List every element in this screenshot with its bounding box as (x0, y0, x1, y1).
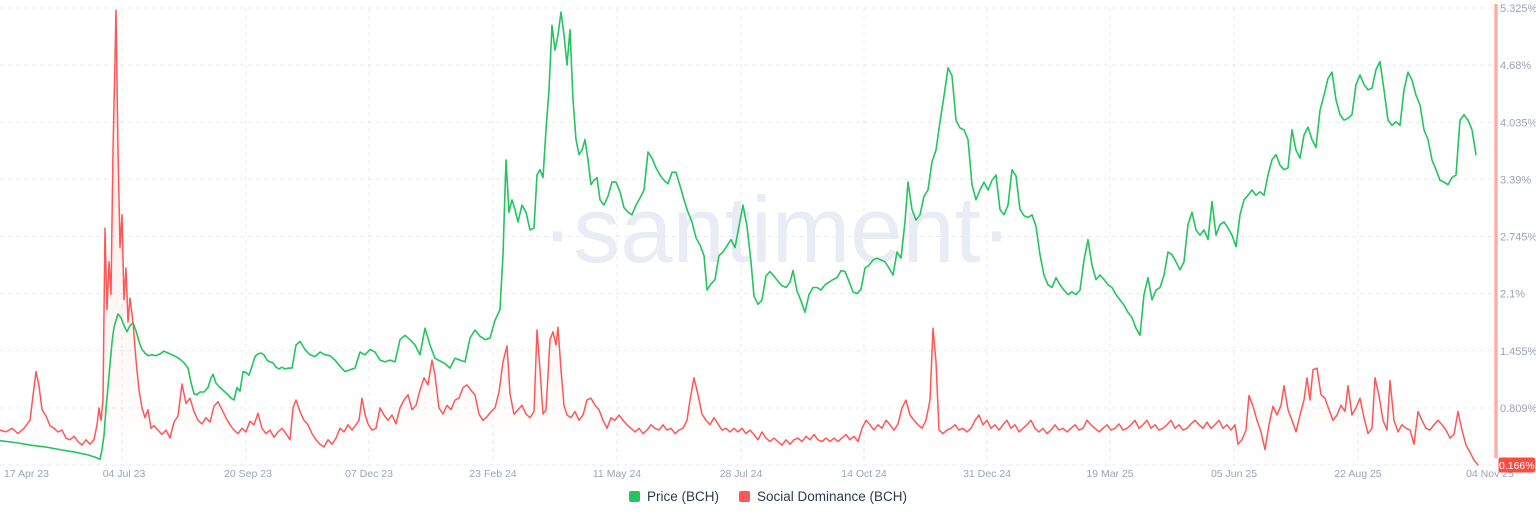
x-axis-label: 20 Sep 23 (224, 468, 272, 480)
latest-value-badge-text: 0.166% (1499, 460, 1535, 472)
x-axis-label: 31 Dec 24 (963, 468, 1011, 480)
y-axis-label: 2.1% (1500, 289, 1525, 301)
social-dominance-area (0, 10, 1478, 465)
social-dominance-line (0, 9, 1479, 466)
x-axis-label: 11 May 24 (593, 468, 641, 480)
x-axis-label: 19 Mar 25 (1086, 468, 1133, 480)
x-axis-label: 28 Jul 24 (720, 468, 763, 480)
x-axis-labels: 17 Apr 23 04 Jul 23 20 Sep 23 07 Dec 23 23 F… (4, 468, 1514, 480)
latest-value-badge-bg (1498, 457, 1535, 473)
price-line (0, 11, 1477, 461)
x-axis-label: 05 Jun 25 (1211, 468, 1257, 480)
y-axis-labels: 5.325% 4.68% 4.035% 3.39% 2.745% 2.1% 1.455% 0.… (1500, 3, 1536, 415)
social-dominance-series-swatch (738, 491, 750, 503)
x-axis-label: 17 Apr 23 (4, 468, 49, 480)
y-axis-label: 4.035% (1500, 117, 1536, 129)
price-series-swatch (628, 491, 640, 503)
legend-item-social-dominance[interactable]: Social Dominance (BCH) (738, 489, 908, 504)
legend-label-social-dominance: Social Dominance (BCH) (756, 489, 908, 504)
legend-item-price[interactable]: Price (BCH) (628, 489, 719, 504)
y-axis-label: 4.68% (1500, 60, 1531, 72)
x-axis-label: 04 Jul 23 (103, 468, 146, 480)
chart-legend: Price (BCH) Social Dominance (BCH) (0, 490, 1536, 504)
y-axis-label: 2.745% (1500, 232, 1536, 244)
legend-label-price: Price (BCH) (646, 489, 719, 504)
y-axis-label: 0.809% (1500, 403, 1536, 415)
latest-value-badge: 0.166% (1498, 457, 1535, 473)
y-axis-label: 1.455% (1500, 346, 1536, 358)
santiment-watermark: ·santiment· (542, 177, 1012, 282)
x-axis-label: 07 Dec 23 (345, 468, 393, 480)
y-axis-label: 5.325% (1500, 3, 1536, 15)
x-axis-label: 22 Aug 25 (1334, 468, 1381, 480)
x-axis-label: 14 Oct 24 (841, 468, 887, 480)
x-axis-label: 23 Feb 24 (469, 468, 516, 480)
y-axis-label: 3.39% (1500, 174, 1531, 186)
